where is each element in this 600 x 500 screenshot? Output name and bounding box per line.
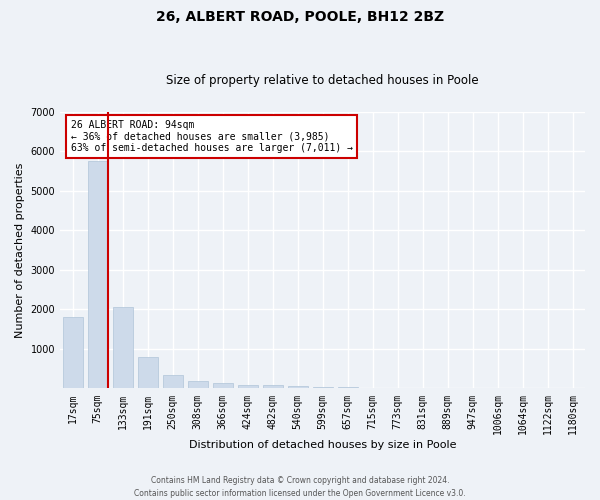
Bar <box>313 387 332 388</box>
Bar <box>188 380 208 388</box>
Bar <box>62 318 83 388</box>
Bar <box>163 376 182 388</box>
X-axis label: Distribution of detached houses by size in Poole: Distribution of detached houses by size … <box>189 440 456 450</box>
Text: 26 ALBERT ROAD: 94sqm
← 36% of detached houses are smaller (3,985)
63% of semi-d: 26 ALBERT ROAD: 94sqm ← 36% of detached … <box>71 120 353 154</box>
Y-axis label: Number of detached properties: Number of detached properties <box>15 162 25 338</box>
Text: 26, ALBERT ROAD, POOLE, BH12 2BZ: 26, ALBERT ROAD, POOLE, BH12 2BZ <box>156 10 444 24</box>
Bar <box>263 386 283 388</box>
Bar <box>238 384 257 388</box>
Bar <box>212 382 233 388</box>
Bar <box>88 161 107 388</box>
Bar <box>287 386 308 388</box>
Bar <box>137 357 158 388</box>
Text: Contains HM Land Registry data © Crown copyright and database right 2024.
Contai: Contains HM Land Registry data © Crown c… <box>134 476 466 498</box>
Bar <box>113 307 133 388</box>
Title: Size of property relative to detached houses in Poole: Size of property relative to detached ho… <box>166 74 479 87</box>
